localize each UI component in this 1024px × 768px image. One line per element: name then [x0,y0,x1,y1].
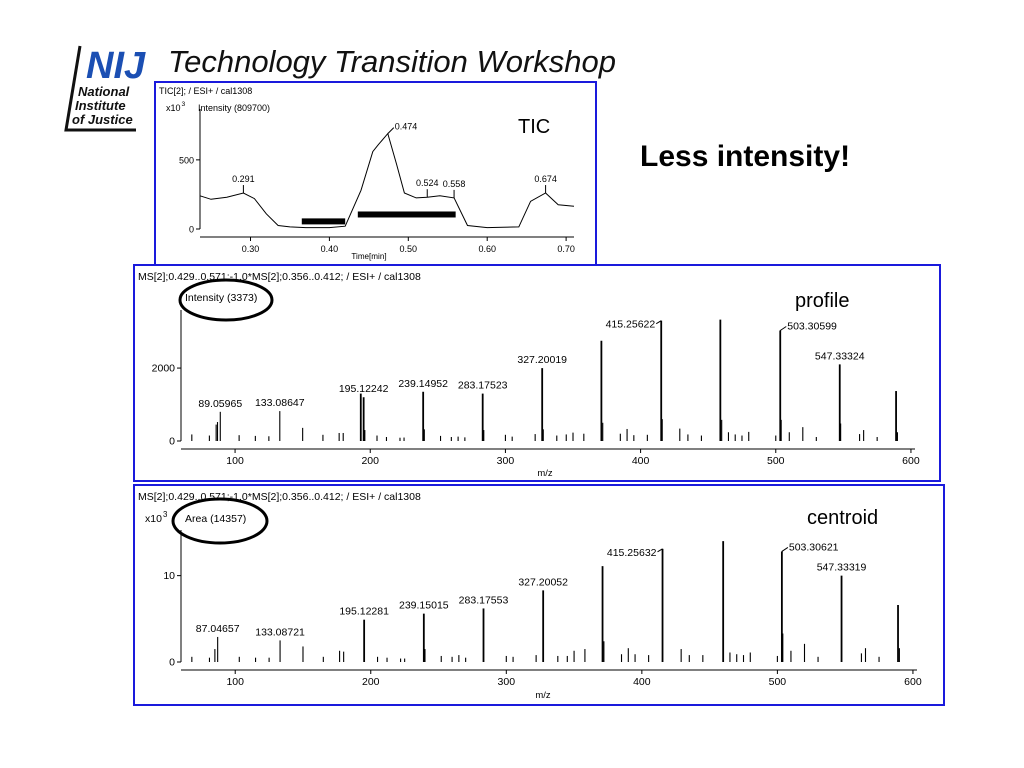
y-tick-label: 0 [169,657,175,669]
centroid-chart-panel: MS[2];0.429..0.571;-1.0*MS[2];0.356..0.4… [133,484,945,706]
y-tick-label: 0 [189,225,194,235]
peak-label: 133.08647 [255,397,305,409]
panel-label: TIC [518,116,550,138]
logo-line-3: of Justice [72,112,133,127]
y-tick-label: 500 [179,155,194,165]
peak-label: 239.14952 [398,378,448,390]
scale-label: x10 [145,513,162,525]
logo-line-1: National [78,84,130,99]
logo-bracket [64,45,136,132]
peak-label: 327.20052 [518,576,568,588]
peak-label: 415.25632 [607,547,657,559]
x-tick-label: 600 [902,455,920,467]
selection-range-bar [357,211,456,218]
x-axis-label: m/z [535,690,550,701]
x-tick-label: 100 [226,676,244,688]
peak-label: 195.12242 [339,383,389,395]
x-tick-label: 100 [226,455,244,467]
scale-exponent: 3 [182,101,186,108]
y-tick-label: 0 [169,436,175,448]
scale-label: x10 [166,103,181,113]
peak-label: 89.05965 [198,398,242,410]
peak-label-leader [655,320,662,325]
peak-label: 0.524 [416,178,439,188]
peak-label: 0.674 [534,174,557,184]
nij-logo: NIJ National Institute of Justice [64,45,146,132]
intensity-label: Area (14357) [185,513,246,525]
logo-letters: NIJ [86,45,146,87]
x-tick-label: 0.70 [557,244,575,254]
peak-label: 195.12281 [339,606,389,618]
peak-label: 87.04657 [196,623,240,635]
headline: Less intensity! [640,140,851,173]
peak-label-leader [387,127,395,134]
x-axis-label: Time[min] [351,252,386,261]
peak-label: 133.08721 [255,626,305,638]
x-tick-label: 500 [769,676,787,688]
x-tick-label: 400 [632,455,650,467]
x-tick-label: 300 [497,455,515,467]
x-tick-label: 0.30 [242,244,260,254]
tic-chart-panel: TIC[2]; / ESI+ / cal1308 x10 3 Intensity (8… [154,81,597,266]
x-tick-label: 300 [498,676,516,688]
selection-range-bar [301,218,346,225]
x-tick-label: 0.40 [321,244,339,254]
peak-label: 547.33319 [817,562,867,574]
centroid-chart: MS[2];0.429..0.571;-1.0*MS[2];0.356..0.4… [138,491,922,701]
peak-label-leader [779,326,787,331]
peak-label-leader [657,548,663,553]
peak-label: 503.30599 [787,321,837,333]
chart-header: MS[2];0.429..0.571;-1.0*MS[2];0.356..0.4… [138,271,421,283]
tic-chart: TIC[2]; / ESI+ / cal1308 x10 3 Intensity (8… [159,86,575,261]
peak-label: 0.474 [395,122,418,132]
x-tick-label: 0.60 [478,244,496,254]
panel-label: profile [795,290,849,312]
x-tick-label: 500 [767,455,785,467]
y-tick-label: 10 [163,570,175,582]
peak-label: 239.15015 [399,600,449,612]
peak-label: 283.17523 [458,380,508,392]
peak-label: 327.20019 [517,354,567,366]
chart-header: TIC[2]; / ESI+ / cal1308 [159,86,252,96]
y-tick-label: 2000 [152,363,176,375]
panel-label: centroid [807,507,878,529]
profile-chart-panel: MS[2];0.429..0.571;-1.0*MS[2];0.356..0.4… [133,264,941,482]
x-tick-label: 0.50 [400,244,418,254]
page-title: Technology Transition Workshop [168,44,617,79]
x-tick-label: 600 [904,676,922,688]
peak-label: 503.30621 [789,541,839,553]
peak-label-leader [781,547,789,552]
x-tick-label: 400 [633,676,651,688]
peak-label: 0.558 [443,179,466,189]
logo-line-2: Institute [75,98,126,113]
chart-header: MS[2];0.429..0.571;-1.0*MS[2];0.356..0.4… [138,491,421,503]
profile-chart: MS[2];0.429..0.571;-1.0*MS[2];0.356..0.4… [138,271,920,479]
x-tick-label: 200 [361,455,379,467]
peak-label: 283.17553 [459,594,509,606]
intensity-label: Intensity (3373) [185,292,257,304]
scale-exponent: 3 [163,510,168,519]
x-axis-label: m/z [537,468,552,479]
x-tick-label: 200 [362,676,380,688]
intensity-label: Intensity (809700) [198,103,270,113]
peak-label: 0.291 [232,174,255,184]
peak-label: 547.33324 [815,350,865,362]
peak-label: 415.25622 [606,319,656,331]
